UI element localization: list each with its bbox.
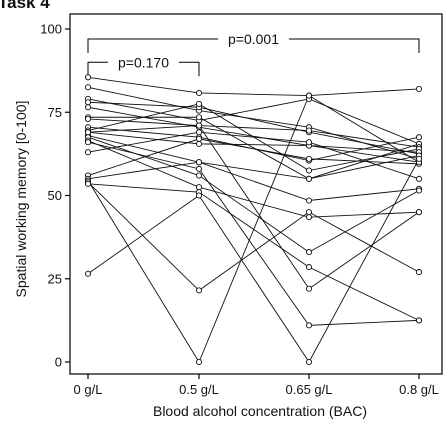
series-line: [87, 76, 420, 97]
series-line: [87, 140, 420, 218]
x-tick-label: 0 g/L: [74, 382, 103, 397]
data-point: [195, 165, 203, 172]
data-point: [415, 269, 423, 276]
data-point: [195, 89, 203, 96]
series-line: [87, 135, 420, 201]
data-point: [195, 122, 203, 129]
series-line: [87, 183, 420, 321]
data-point: [84, 270, 92, 277]
series-line: [87, 138, 420, 176]
y-tick-label: 25: [48, 271, 62, 286]
x-axis-title: Blood alcohol concentration (BAC): [153, 403, 367, 419]
data-point: [195, 100, 203, 107]
series-line: [87, 118, 420, 148]
data-point: [305, 175, 313, 182]
series-line: [87, 101, 420, 155]
data-point: [195, 287, 203, 294]
series-lines: [87, 76, 420, 363]
data-point: [84, 99, 92, 106]
data-point: [84, 129, 92, 136]
series-line: [87, 141, 420, 326]
series-line: [87, 158, 420, 363]
y-tick-label: 0: [55, 355, 62, 370]
data-point: [195, 172, 203, 179]
data-point: [415, 187, 423, 194]
y-tick-label: 50: [48, 188, 62, 203]
series-line: [87, 181, 420, 291]
series-line: [87, 131, 420, 180]
data-point: [84, 139, 92, 146]
data-point: [415, 175, 423, 182]
data-point: [195, 184, 203, 191]
data-point: [84, 180, 92, 187]
significance-label: p=0.170: [118, 54, 169, 70]
significance-brackets: p=0.170 p=0.001: [87, 31, 420, 77]
panel-title: Task 4: [0, 0, 50, 12]
data-point: [84, 115, 92, 122]
data-point: [195, 192, 203, 199]
data-point: [305, 167, 313, 174]
series-line: [87, 155, 420, 180]
series-line: [87, 94, 420, 363]
data-point: [195, 129, 203, 136]
plot-frame: [69, 13, 443, 375]
y-tick-label: 100: [40, 22, 62, 37]
data-point: [305, 249, 313, 256]
data-point: [305, 197, 313, 204]
data-point: [305, 127, 313, 134]
data-point: [195, 135, 203, 142]
data-point: [415, 209, 423, 216]
data-point: [84, 149, 92, 156]
data-point: [305, 264, 313, 271]
data-point: [305, 285, 313, 292]
series-line: [87, 136, 420, 253]
data-point: [195, 140, 203, 147]
data-point: [195, 358, 203, 366]
data-point: [305, 92, 313, 99]
data-point: [195, 159, 203, 166]
significance-bracket: [87, 38, 420, 53]
data-point: [305, 155, 313, 162]
series-line: [87, 125, 420, 290]
data-point: [415, 155, 423, 162]
data-point: [84, 74, 92, 81]
x-tick-label: 0.65 g/L: [286, 382, 333, 397]
data-point: [84, 84, 92, 91]
data-point: [195, 114, 203, 121]
data-point: [305, 358, 313, 366]
data-point: [305, 209, 313, 216]
x-tick-label: 0.8 g/L: [399, 382, 439, 397]
data-point: [305, 322, 313, 329]
y-axis-title: Spatial working memory [0-100]: [13, 101, 29, 298]
series-line: [87, 131, 420, 153]
data-point: [415, 85, 423, 92]
significance-label: p=0.001: [228, 31, 279, 47]
significance-bracket: [87, 61, 200, 77]
series-points: [84, 74, 423, 366]
data-point: [415, 134, 423, 141]
data-point: [84, 104, 92, 111]
data-point: [305, 139, 313, 146]
x-tick-label: 0.5 g/L: [179, 382, 219, 397]
axes: 0 25 50 75 100 0 g/L 0.5 g/L 0.65 g/L 0.8 g/L: [40, 13, 443, 397]
data-point: [305, 214, 313, 221]
data-point: [415, 317, 423, 324]
series-line: [87, 98, 420, 145]
y-tick-label: 75: [48, 105, 62, 120]
